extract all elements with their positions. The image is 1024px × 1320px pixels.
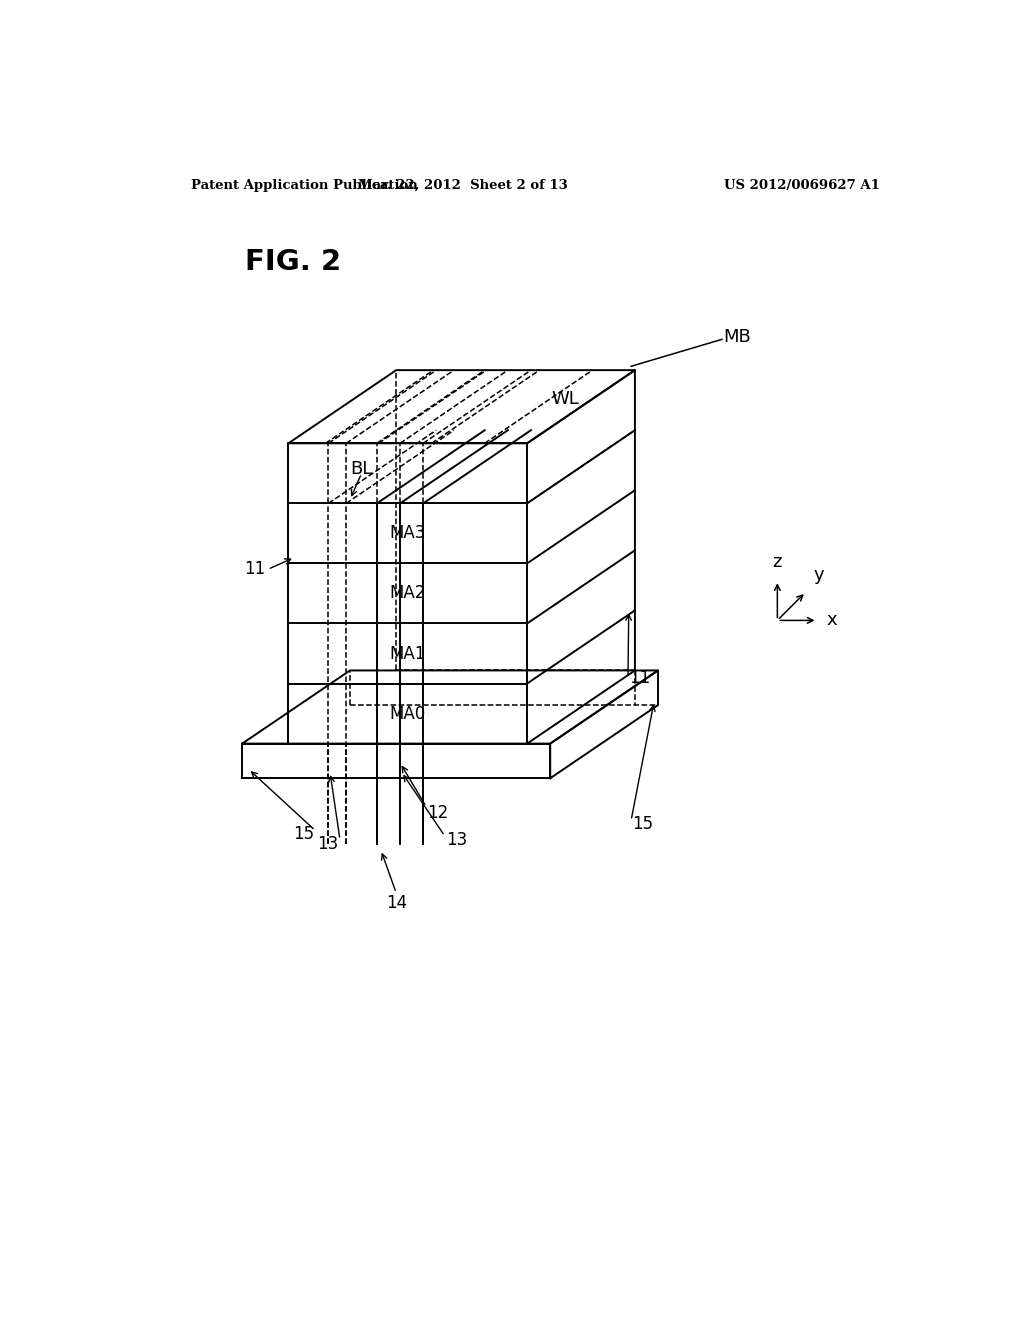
Text: 15: 15: [293, 825, 313, 843]
Text: 11: 11: [244, 561, 265, 578]
Text: MA2: MA2: [389, 585, 426, 602]
Text: Patent Application Publication: Patent Application Publication: [190, 178, 418, 191]
Text: 13: 13: [317, 834, 339, 853]
Text: US 2012/0069627 A1: US 2012/0069627 A1: [724, 178, 880, 191]
Text: 14: 14: [386, 894, 407, 912]
Text: 13: 13: [446, 830, 468, 849]
Text: Mar. 22, 2012  Sheet 2 of 13: Mar. 22, 2012 Sheet 2 of 13: [358, 178, 568, 191]
Text: WL: WL: [552, 389, 580, 408]
Text: FIG. 2: FIG. 2: [245, 248, 341, 276]
Text: 12: 12: [427, 804, 449, 822]
Text: MA1: MA1: [389, 644, 426, 663]
Text: MA0: MA0: [390, 705, 426, 722]
Text: 11: 11: [630, 668, 651, 686]
Text: x: x: [826, 611, 838, 630]
Text: MA3: MA3: [389, 524, 426, 543]
Text: MB: MB: [724, 329, 752, 346]
Text: y: y: [813, 566, 824, 585]
Text: z: z: [773, 553, 782, 572]
Text: BL: BL: [350, 461, 373, 478]
Text: 15: 15: [633, 816, 653, 833]
